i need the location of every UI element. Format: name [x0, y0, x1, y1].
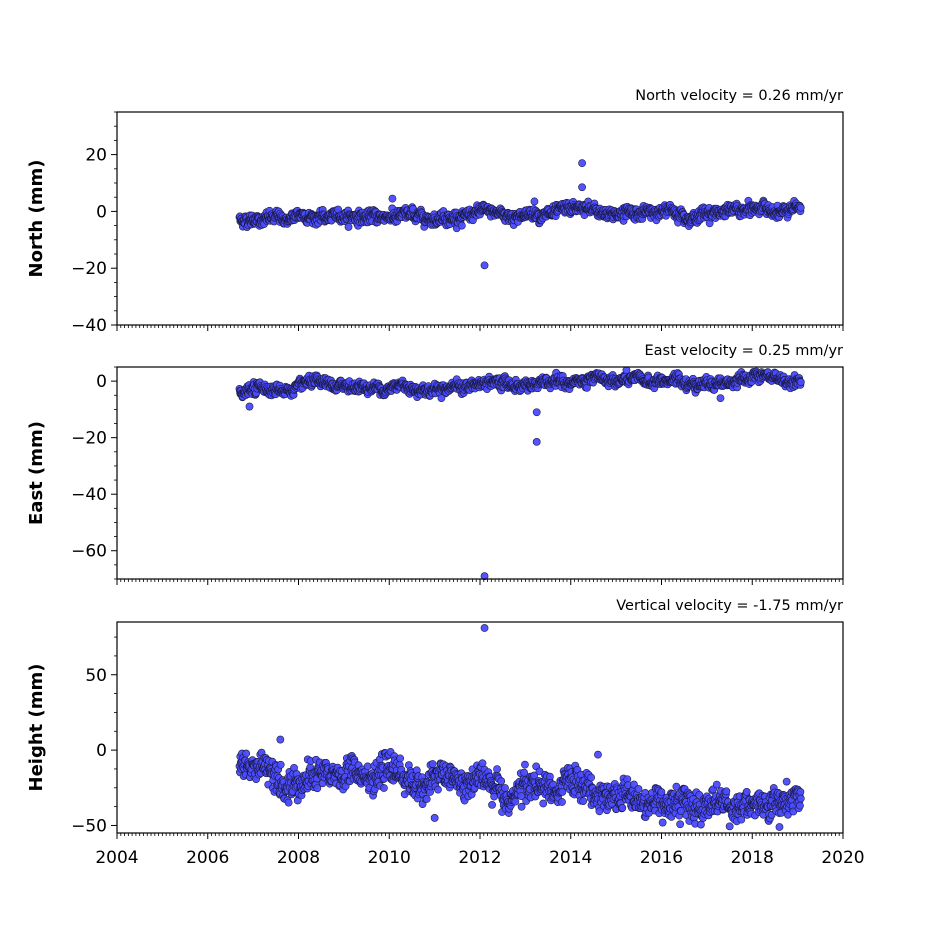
data-point — [796, 794, 805, 803]
y-tick-label: −40 — [71, 316, 107, 336]
data-point — [532, 438, 541, 446]
data-point — [530, 197, 539, 206]
data-point — [539, 799, 548, 808]
x-tick-label: 2010 — [368, 848, 411, 868]
data-point — [242, 749, 251, 758]
x-tick-label: 2004 — [95, 848, 138, 868]
data-point — [313, 784, 322, 793]
data-point — [578, 183, 586, 192]
panel-title: Vertical velocity = -1.75 mm/yr — [616, 598, 843, 614]
data-point — [457, 221, 466, 230]
data-point — [480, 572, 489, 581]
y-axis-label: North (mm) — [26, 160, 47, 278]
data-point — [363, 762, 372, 771]
data-point — [716, 394, 725, 402]
y-tick-label: 0 — [96, 202, 107, 222]
data-point — [796, 788, 805, 796]
data-point — [677, 807, 685, 815]
x-tick-label: 2008 — [277, 848, 320, 868]
panel-title: North velocity = 0.26 mm/yr — [635, 88, 843, 104]
data-point — [437, 394, 446, 402]
data-point — [422, 795, 431, 803]
data-point — [344, 223, 353, 231]
data-point — [595, 807, 604, 816]
y-tick-label: −40 — [71, 485, 107, 505]
y-axis-label: East (mm) — [26, 421, 47, 525]
data-point — [594, 750, 602, 759]
data-point — [579, 797, 588, 805]
data-point — [520, 768, 529, 777]
y-tick-label: −60 — [71, 542, 107, 562]
y-tick-label: −20 — [71, 429, 107, 449]
data-point — [511, 797, 520, 806]
x-tick-label: 2016 — [640, 848, 683, 868]
data-point — [796, 801, 804, 810]
x-tick-label: 2020 — [821, 848, 864, 868]
data-point — [742, 788, 751, 796]
data-point — [276, 735, 285, 744]
data-point — [434, 785, 442, 794]
data-point — [697, 820, 705, 829]
panel-title: East velocity = 0.25 mm/yr — [644, 343, 843, 359]
data-point — [245, 402, 254, 411]
data-point — [712, 780, 721, 789]
data-point — [521, 760, 529, 769]
data-point — [558, 798, 566, 806]
data-point — [722, 787, 731, 796]
data-point — [618, 804, 627, 812]
plot-frame — [116, 111, 844, 326]
panel-2: East velocity = 0.25 mm/yr East (mm) −60 −4… — [26, 343, 844, 585]
panel-1: North velocity = 0.26 mm/yr North (mm) −40… — [26, 88, 844, 336]
data-point — [634, 785, 643, 793]
data-point — [517, 802, 526, 811]
data-point — [676, 820, 685, 829]
data-point — [493, 765, 501, 774]
y-axis-label: Height (mm) — [26, 664, 47, 792]
data-point — [497, 777, 506, 786]
data-point — [558, 788, 567, 796]
data-point — [658, 818, 667, 827]
data-point — [657, 788, 666, 796]
data-point — [672, 782, 681, 791]
data-point — [587, 773, 595, 782]
y-tick-label: −20 — [71, 259, 107, 279]
x-tick-label: 2014 — [549, 848, 592, 868]
data-point — [532, 408, 541, 417]
data-point — [796, 378, 805, 386]
data-point — [775, 823, 784, 831]
data-point — [796, 203, 805, 212]
plot-frame — [116, 366, 844, 580]
y-tick-label: 20 — [85, 146, 107, 166]
y-tick-label: −50 — [71, 816, 107, 836]
data-points — [235, 366, 805, 581]
data-point — [737, 815, 746, 824]
data-point — [430, 814, 439, 822]
data-point — [583, 383, 591, 392]
data-point — [396, 754, 405, 763]
data-point — [276, 760, 285, 769]
y-tick-label: 50 — [85, 666, 107, 686]
x-tick-label: 2018 — [731, 848, 774, 868]
data-point — [546, 772, 554, 781]
data-point — [428, 760, 437, 768]
data-points — [235, 159, 805, 270]
data-point — [782, 777, 791, 786]
data-point — [578, 159, 586, 168]
x-tick-label: 2012 — [458, 848, 501, 868]
y-tick-label: 0 — [96, 372, 107, 392]
data-point — [379, 784, 388, 792]
data-point — [388, 194, 397, 203]
data-points — [235, 624, 805, 831]
data-point — [725, 822, 734, 831]
data-point — [480, 624, 489, 632]
panel-3: Vertical velocity = -1.75 mm/yr Height (m… — [26, 598, 865, 868]
data-point — [488, 800, 496, 809]
x-tick-label: 2006 — [186, 848, 229, 868]
y-tick-label: 0 — [96, 741, 107, 761]
data-point — [284, 798, 293, 807]
data-point — [480, 261, 489, 270]
data-point — [501, 784, 509, 792]
